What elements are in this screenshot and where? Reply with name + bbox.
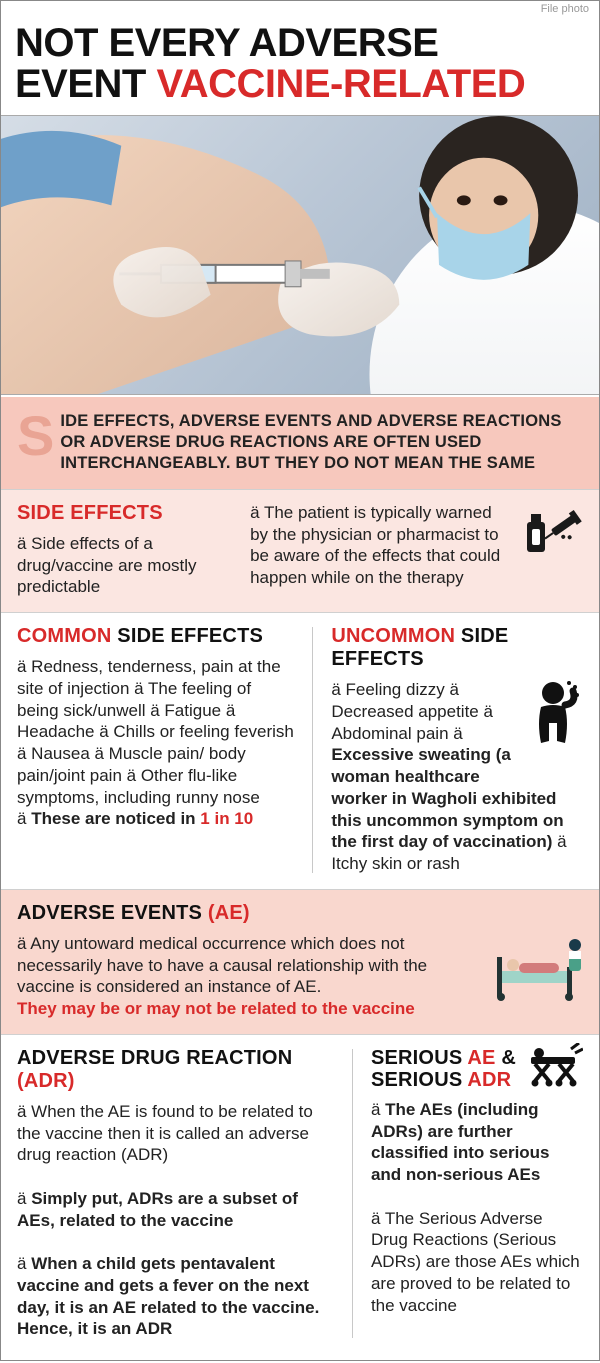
common-body: ä Redness, tenderness, pain at the site … xyxy=(17,656,294,830)
dropcap: S xyxy=(17,413,54,459)
intro-band: S IDE EFFECTS, ADVERSE EVENTS AND ADVERS… xyxy=(1,395,599,489)
hero-image xyxy=(1,115,599,395)
vaccination-illustration xyxy=(1,116,599,394)
infographic-page: File photo NOT EVERY ADVERSE EVENT VACCI… xyxy=(0,0,600,1361)
sweating-person-icon xyxy=(529,679,583,762)
divider xyxy=(312,627,313,873)
headline-line2b: VACCINE-RELATED xyxy=(156,62,525,106)
section-adr-serious: ADVERSE DRUG REACTION (ADR) ä When the A… xyxy=(1,1034,599,1360)
common-title: COMMON SIDE EFFECTS xyxy=(17,625,294,648)
headline-line1: NOT EVERY ADVERSE xyxy=(15,21,438,65)
headline: NOT EVERY ADVERSE EVENT VACCINE-RELATED xyxy=(1,15,599,115)
adr-title: ADVERSE DRUG REACTION (ADR) xyxy=(17,1047,334,1093)
section-common-uncommon: COMMON SIDE EFFECTS ä Redness, tendernes… xyxy=(1,612,599,889)
intro-text: IDE EFFECTS, ADVERSE EVENTS AND ADVERSE … xyxy=(17,411,583,475)
uncommon-title: UNCOMMON SIDE EFFECTS xyxy=(331,625,583,671)
section-side-effects: SIDE EFFECTS ä Side effects of a drug/va… xyxy=(1,489,599,612)
adr-body: ä When the AE is found to be related to … xyxy=(17,1101,334,1340)
section-ae: ADVERSE EVENTS (AE) ä Any untoward medic… xyxy=(1,889,599,1034)
vial-syringe-icon xyxy=(523,502,583,563)
side-effects-title: SIDE EFFECTS xyxy=(17,502,163,524)
serious-body: ä The AEs (including ADRs) are further c… xyxy=(371,1099,583,1317)
hospital-bed-icon xyxy=(491,937,583,1006)
divider xyxy=(352,1049,353,1338)
headline-line2a: EVENT xyxy=(15,62,156,106)
ae-title: ADVERSE EVENTS (AE) xyxy=(17,902,583,925)
stretcher-icon xyxy=(527,1043,583,1092)
file-photo-caption: File photo xyxy=(1,1,599,15)
side-effects-left: ä Side effects of a drug/vaccine are mos… xyxy=(17,533,232,598)
